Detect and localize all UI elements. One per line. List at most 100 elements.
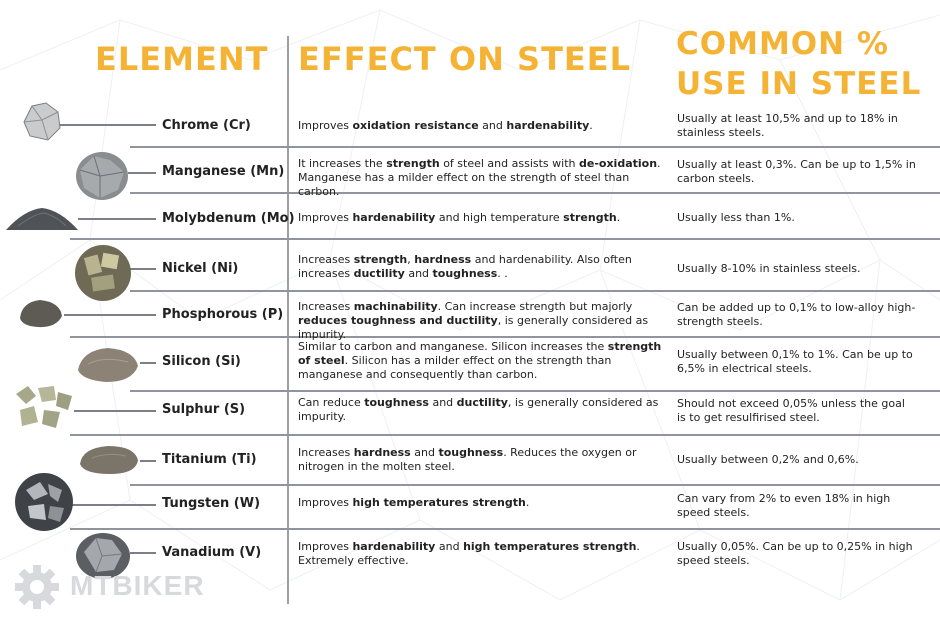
row-divider — [130, 390, 940, 392]
leader-line — [60, 124, 156, 126]
leader-line — [74, 410, 156, 412]
effect-text: Improves high temperatures strength. — [298, 496, 670, 510]
element-name-nickel: Nickel (Ni) — [162, 261, 239, 276]
effect-keyword: hardenability — [352, 211, 436, 224]
effect-keyword: ductility — [456, 396, 508, 409]
effect-segment: . — [589, 119, 593, 132]
effect-text: Increases machinability. Can increase st… — [298, 300, 670, 342]
leader-line — [70, 504, 156, 506]
tungsten-ore-image — [15, 473, 73, 531]
element-name-chrome: Chrome (Cr) — [162, 118, 251, 133]
element-name-molybdenum: Molybdenum (Mo) — [162, 211, 295, 226]
effect-segment: It increases the — [298, 157, 387, 170]
effect-segment: Can reduce — [298, 396, 365, 409]
effect-segment: and — [410, 446, 439, 459]
common-use-text: Usually 0,05%. Can be up to 0,25% in hig… — [677, 540, 913, 567]
effect-segment: , is generally considered as impurity. — [298, 396, 659, 423]
element-name-manganese: Manganese (Mn) — [162, 164, 285, 179]
leader-line — [128, 172, 156, 174]
effect-keyword: ductility — [353, 267, 405, 280]
effect-keyword: toughness — [364, 396, 429, 409]
leader-line — [130, 268, 156, 270]
effect-segment: Similar to carbon and manganese. Silicon… — [298, 340, 608, 353]
effect-segment: and high temperature — [435, 211, 564, 224]
element-name-phosphorous: Phosphorous (P) — [162, 307, 284, 322]
vanadium-ore-image — [76, 533, 130, 579]
watermark-text: MTBIKER — [70, 570, 205, 601]
effect-text: It increases the strength of steel and a… — [298, 157, 670, 199]
nickel-ore-image — [75, 245, 131, 301]
effect-segment: . — [616, 211, 621, 224]
effect-segment: Improves — [298, 496, 353, 509]
effect-segment: . — [525, 496, 530, 509]
effect-keyword: strength — [353, 253, 408, 266]
effect-keyword: high temperatures strength — [352, 496, 526, 509]
effect-keyword: hardness — [414, 253, 472, 266]
silicon-ore-image — [78, 348, 138, 382]
common-use-text: Can vary from 2% to even 18% in high spe… — [677, 492, 891, 519]
row-divider — [130, 192, 940, 194]
common-use-text: Usually less than 1%. — [677, 211, 795, 224]
effect-text: Can reduce toughness and ductility, is g… — [298, 396, 670, 424]
effect-segment: Improves — [298, 211, 353, 224]
manganese-ore-image — [76, 152, 128, 200]
effect-segment: . Extremely effective. — [298, 540, 640, 567]
leader-line — [64, 314, 156, 316]
common-use-text: Usually between 0,2% and 0,6%. — [677, 453, 859, 466]
row-divider — [130, 484, 940, 486]
effect-segment: and — [478, 119, 507, 132]
effect-keyword: strength of steel — [298, 340, 662, 367]
effect-segment: . Silicon has a milder effect on the str… — [298, 354, 612, 381]
effect-segment: , is generally considered as impurity. — [298, 314, 649, 341]
effect-keyword: hardenability — [352, 540, 436, 553]
effect-segment: . Reduces the oxygen or nitrogen in the … — [298, 446, 637, 473]
leader-line — [130, 552, 156, 554]
row-divider — [70, 528, 940, 530]
gear-icon — [15, 565, 59, 609]
leader-line — [78, 218, 156, 220]
common-use-text: Usually between 0,1% to 1%. Can be up to… — [677, 348, 913, 375]
common-use-text: Usually at least 0,3%. Can be up to 1,5%… — [677, 158, 916, 185]
effect-keyword: strength — [386, 157, 440, 170]
effect-keyword: hardenability — [506, 119, 590, 132]
common-use-text: Usually at least 10,5% and up to 18% in … — [677, 112, 898, 139]
row-divider — [70, 434, 940, 436]
effect-segment: and — [428, 396, 457, 409]
effect-keyword: toughness — [438, 446, 504, 459]
effect-keyword: hardness — [353, 446, 411, 459]
effect-text: Increases strength, hardness and hardena… — [298, 253, 670, 281]
effect-text: Similar to carbon and manganese. Silicon… — [298, 340, 670, 382]
effect-keyword: high temperatures strength — [463, 540, 637, 553]
leader-line — [140, 460, 156, 462]
effect-keyword: machinability — [353, 300, 438, 313]
common-use-text: Should not exceed 0,05% unless the goal … — [677, 397, 905, 424]
column-divider — [287, 36, 289, 604]
sulphur-ore-image — [16, 386, 72, 428]
effect-segment: , — [407, 253, 415, 266]
element-name-silicon: Silicon (Si) — [162, 354, 241, 369]
row-divider — [70, 238, 940, 240]
header-common-use: COMMON % USE IN STEEL — [676, 24, 926, 104]
phosphorous-ore-image — [20, 300, 62, 328]
effect-keyword: strength — [563, 211, 617, 224]
effect-segment: and — [404, 267, 433, 280]
effect-segment: Improves — [298, 119, 353, 132]
effect-segment: Increases — [298, 253, 354, 266]
effect-text: Increases hardness and toughness. Reduce… — [298, 446, 670, 474]
common-use-text: Usually 8-10% in stainless steels. — [677, 262, 861, 275]
molybdenum-powder-image — [6, 208, 78, 230]
common-use-text: Can be added up to 0,1% to low-alloy hig… — [677, 301, 916, 328]
effect-keyword: de-oxidation — [579, 157, 658, 170]
header-common-line2: USE IN STEEL — [676, 66, 922, 102]
effect-segment: and hardenability. Also often increases — [298, 253, 632, 280]
effect-segment: Increases — [298, 300, 354, 313]
header-element: ELEMENT — [95, 40, 269, 78]
element-name-tungsten: Tungsten (W) — [162, 496, 261, 511]
effect-segment: Increases — [298, 446, 354, 459]
leader-line — [140, 362, 156, 364]
effect-text: Improves oxidation resistance and harden… — [298, 119, 670, 133]
effect-keyword: reduces toughness and ductility — [298, 314, 498, 327]
effect-segment: . . — [497, 267, 508, 280]
element-name-titanium: Titanium (Ti) — [162, 452, 257, 467]
effect-segment: and — [435, 540, 464, 553]
